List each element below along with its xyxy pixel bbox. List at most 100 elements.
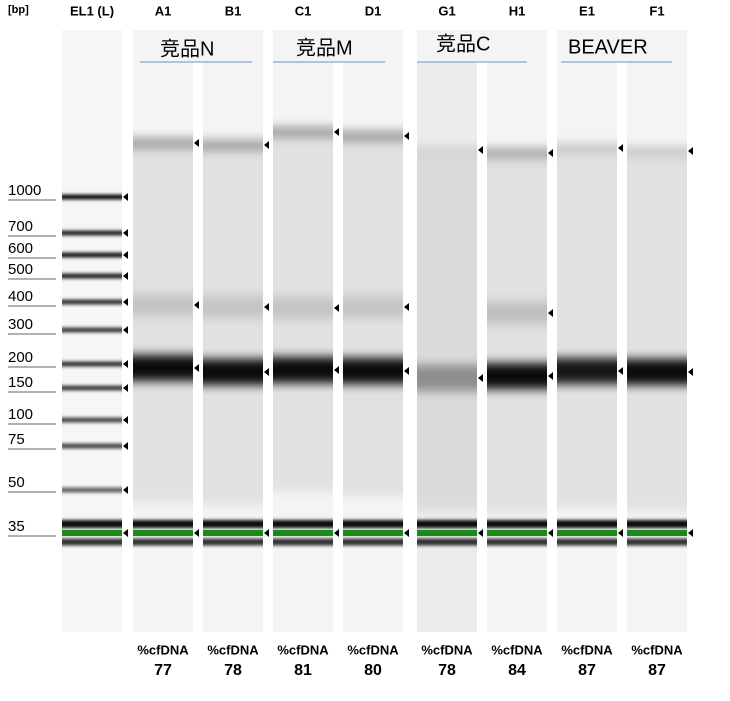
band-marker [194, 529, 199, 537]
band [343, 520, 403, 528]
metric-label: %cfDNA [207, 642, 259, 657]
band [62, 538, 122, 546]
lane-label: D1 [365, 3, 382, 18]
band [487, 363, 547, 389]
band [62, 327, 122, 333]
band-marker [123, 298, 128, 306]
ladder-size-label: 600 [8, 240, 33, 257]
ladder-size-label: 300 [8, 316, 33, 333]
band [487, 538, 547, 546]
band [557, 143, 617, 153]
ladder-size-label: 150 [8, 374, 33, 391]
metric-value: 78 [224, 662, 242, 679]
band-marker [548, 309, 553, 317]
lane-label: G1 [438, 3, 455, 18]
band [62, 299, 122, 305]
band-marker [618, 367, 623, 375]
band-marker [548, 529, 553, 537]
band-marker [264, 141, 269, 149]
band-marker [404, 303, 409, 311]
metric-value: 80 [364, 662, 382, 679]
band-marker [688, 368, 693, 376]
band-marker [264, 368, 269, 376]
band-marker [404, 367, 409, 375]
band-marker [334, 128, 339, 136]
smear [487, 153, 547, 513]
ladder-size-label: 700 [8, 218, 33, 235]
group-header-bg [561, 30, 672, 62]
band-marker [123, 529, 128, 537]
metric-label: %cfDNA [631, 642, 683, 657]
ladder-size-label: 200 [8, 349, 33, 366]
band [133, 520, 193, 528]
band [557, 538, 617, 546]
band [62, 520, 122, 528]
band [343, 131, 403, 141]
marker-band [627, 530, 687, 536]
band [203, 140, 263, 150]
band [62, 361, 122, 367]
band [133, 355, 193, 381]
group-label: 竞品N [160, 37, 214, 60]
ladder-size-label: 400 [8, 288, 33, 305]
group-header-bg [417, 30, 527, 62]
marker-band [487, 530, 547, 536]
metric-label: %cfDNA [421, 642, 473, 657]
ladder-size-label: 100 [8, 406, 33, 423]
band [62, 443, 122, 449]
band-marker [478, 146, 483, 154]
band-marker [123, 251, 128, 259]
ladder-size-label: 75 [8, 431, 25, 448]
band-marker [478, 374, 483, 382]
band-marker [334, 529, 339, 537]
metric-value: 84 [508, 662, 526, 679]
band-marker [334, 366, 339, 374]
ladder-size-label: 1000 [8, 182, 41, 199]
band-marker [194, 139, 199, 147]
metric-label: %cfDNA [491, 642, 543, 657]
band [273, 357, 333, 383]
ladder-size-label: 50 [8, 474, 25, 491]
band-marker [123, 193, 128, 201]
band [273, 520, 333, 528]
smear [557, 148, 617, 508]
ladder-size-label: 500 [8, 261, 33, 278]
band-marker [123, 416, 128, 424]
band [62, 194, 122, 200]
group-label: 竞品M [296, 36, 353, 59]
band-marker [123, 486, 128, 494]
band-marker [404, 132, 409, 140]
lane-label: H1 [509, 3, 526, 18]
band [487, 520, 547, 528]
band-marker [123, 442, 128, 450]
band [62, 417, 122, 423]
band [203, 296, 263, 318]
smear [417, 150, 477, 510]
band [203, 538, 263, 546]
band-marker [264, 529, 269, 537]
group-label: 竞品C [436, 32, 490, 55]
band-marker [123, 360, 128, 368]
band [627, 146, 687, 156]
unit-label: [bp] [8, 4, 29, 16]
band [627, 538, 687, 546]
metric-value: 81 [294, 662, 312, 679]
band [417, 538, 477, 546]
band [627, 359, 687, 385]
band-marker [618, 529, 623, 537]
metric-value: 87 [578, 662, 596, 679]
group-header-bg [273, 30, 385, 62]
marker-band [203, 530, 263, 536]
lane-label: C1 [295, 3, 312, 18]
band-marker [264, 303, 269, 311]
marker-band [417, 530, 477, 536]
lane-label: B1 [225, 3, 242, 18]
band [203, 520, 263, 528]
ladder-lane-label: EL1 (L) [70, 3, 114, 18]
band-marker [548, 372, 553, 380]
band [417, 520, 477, 528]
band [343, 296, 403, 318]
smear [133, 143, 193, 503]
band [557, 358, 617, 384]
smear [627, 151, 687, 511]
